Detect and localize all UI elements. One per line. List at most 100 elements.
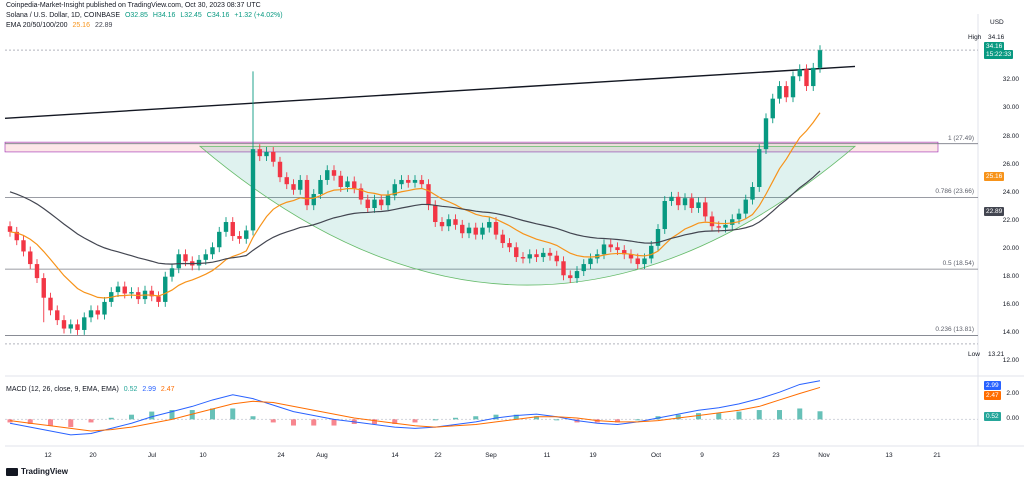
candle-body-46: [318, 179, 323, 194]
candle-body-106: [723, 224, 728, 228]
cup-pattern: [198, 145, 857, 286]
time-tick-label: 14: [391, 452, 399, 459]
ema-value-50: 25.16: [72, 22, 90, 29]
candle-body-23: [163, 276, 168, 302]
last-price-badge: 34.16: [984, 42, 1005, 51]
macd-hist-bar-11: [230, 408, 236, 420]
candle-body-57: [392, 184, 397, 196]
candle-body-41: [284, 177, 289, 185]
macd-hist-bar-38: [777, 410, 782, 420]
tradingview-icon: [6, 467, 18, 476]
candle-body-111: [757, 149, 762, 187]
macd-label: MACD (12, 26, close, 9, EMA, EMA): [6, 386, 119, 393]
tradingview-logo[interactable]: TradingView: [6, 467, 68, 476]
macd-hist-bar-21: [432, 419, 438, 421]
candle-body-1: [14, 231, 19, 241]
macd-hist-badge: 0.52: [984, 412, 1001, 421]
macd-hist-bar-31: [635, 419, 641, 421]
macd-line-value: 2.99: [142, 386, 156, 393]
time-tick-label: Jul: [147, 452, 157, 459]
macd-hist-bar-16: [331, 419, 337, 426]
candle-body-42: [291, 184, 296, 190]
candle-body-33: [230, 222, 235, 237]
candle-body-104: [709, 216, 715, 227]
candle-body-4: [34, 264, 40, 279]
price-tick-label: 14.00: [1002, 328, 1019, 336]
macd-hist-bar-37: [756, 410, 762, 420]
candle-body-74: [507, 243, 512, 248]
candle-body-61: [419, 179, 424, 185]
fib-label-0: 1 (27.49): [947, 134, 974, 142]
price-tick-label: 26.00: [1002, 160, 1019, 168]
candle-body-116: [790, 76, 796, 98]
candle-body-63: [433, 205, 438, 223]
candle-body-99: [676, 196, 681, 206]
candle-body-58: [399, 179, 404, 185]
macd-hist-bar-2: [48, 419, 53, 426]
candle-body-77: [527, 254, 532, 259]
candle-body-83: [568, 275, 573, 279]
candle-body-29: [203, 254, 208, 260]
candle-body-70: [480, 227, 485, 235]
candle-body-88: [601, 244, 607, 255]
candle-body-100: [682, 198, 688, 206]
candle-body-117: [797, 69, 802, 77]
macd-hist-bar-14: [291, 419, 296, 426]
candle-body-32: [223, 222, 229, 232]
candle-body-85: [581, 264, 586, 272]
ema-50-line: [9, 112, 821, 299]
candle-body-66: [453, 219, 458, 225]
candle-body-94: [642, 258, 647, 265]
symbol-legend[interactable]: Solana / U.S. Dollar, 1D, COINBASE O32.8…: [6, 12, 286, 19]
candle-body-38: [264, 151, 269, 157]
candle-body-103: [703, 202, 708, 217]
high-value: 34.16: [988, 34, 1005, 41]
candle-body-81: [554, 255, 559, 262]
macd-hist-bar-30: [615, 419, 620, 423]
macd-hist-bar-23: [473, 416, 479, 420]
candle-body-67: [460, 224, 465, 234]
macd-legend[interactable]: MACD (12, 26, close, 9, EMA, EMA) 0.52 2…: [6, 386, 178, 393]
macd-hist-value: 0.52: [123, 386, 138, 393]
candle-body-56: [385, 195, 391, 206]
time-tick-label: 21: [933, 452, 941, 459]
candle-body-11: [82, 317, 87, 330]
candle-body-28: [196, 259, 202, 266]
candle-body-55: [379, 199, 384, 206]
candle-body-119: [811, 67, 816, 87]
candle-body-24: [169, 268, 175, 277]
candle-body-53: [365, 199, 370, 209]
candle-body-114: [777, 86, 782, 99]
candle-body-79: [541, 252, 546, 258]
macd-line: [9, 380, 821, 436]
ema50-badge: 25.16: [984, 172, 1005, 181]
price-tick-label: 22.00: [1002, 216, 1019, 224]
macd-line-badge: 2.99: [984, 381, 1001, 390]
ema-value-200: 22.89: [94, 22, 113, 29]
price-tick-label: 18.00: [1002, 272, 1019, 280]
time-tick-label: Oct: [650, 452, 662, 459]
candle-body-49: [338, 175, 343, 187]
macd-hist-bar-6: [129, 414, 134, 420]
candle-body-18: [129, 292, 134, 294]
candle-body-43: [298, 179, 303, 190]
candle-body-110: [750, 186, 755, 200]
candle-body-102: [696, 202, 701, 209]
candle-body-22: [156, 296, 161, 302]
ema-legend[interactable]: EMA 20/50/100/200 25.16 22.89: [6, 22, 115, 29]
candle-body-8: [61, 320, 67, 329]
candle-body-13: [95, 310, 100, 315]
macd-hist-bar-5: [108, 417, 114, 420]
time-tick-label: 10: [199, 452, 207, 459]
time-tick-label: Aug: [316, 452, 328, 459]
candle-body-14: [102, 301, 107, 315]
currency-label[interactable]: USD: [990, 19, 1004, 26]
time-tick-label: 12: [44, 452, 52, 459]
candle-body-75: [514, 247, 519, 258]
candle-body-35: [244, 230, 249, 239]
candle-body-44: [304, 179, 310, 206]
time-tick-label: 13: [885, 452, 893, 459]
candle-body-21: [149, 290, 154, 297]
macd-hist-bar-27: [554, 419, 560, 421]
